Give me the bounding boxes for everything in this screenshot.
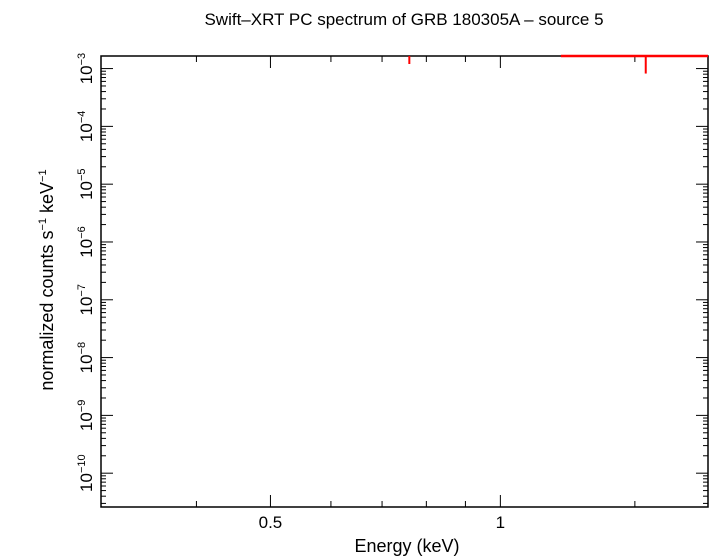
y-axis-label-exp2: −1: [37, 169, 49, 182]
x-axis-ticks: 0.5 1: [100, 56, 636, 532]
y-tick-label: 10−7: [76, 284, 96, 315]
y-tick-label: 10−3: [76, 53, 96, 84]
y-tick-label: 10−9: [76, 400, 96, 431]
y-tick-label: 10−5: [76, 168, 96, 199]
chart-title: Swift–XRT PC spectrum of GRB 180305A – s…: [204, 10, 603, 29]
y-axis-ticks: 10−10 10−9 10−8 10−7 10−6 10−5 10−4 10−3: [76, 53, 708, 504]
y-tick-label: 10−10: [76, 454, 96, 492]
plot-frame: [100, 55, 709, 508]
y-axis-label-main: normalized counts s: [37, 231, 57, 391]
y-axis-label: normalized counts s−1 keV−1: [37, 169, 57, 390]
y-tick-label: 10−8: [76, 342, 96, 373]
y-tick-label: 10−4: [76, 111, 96, 142]
data-series: [408, 54, 708, 74]
x-tick-label: 1: [496, 513, 505, 532]
y-tick-label: 10−6: [76, 226, 96, 257]
x-axis-label: Energy (keV): [354, 536, 459, 556]
y-axis-label-exp1: −1: [37, 218, 49, 231]
y-axis-label-mid: keV: [37, 182, 57, 218]
x-tick-label: 0.5: [259, 513, 283, 532]
